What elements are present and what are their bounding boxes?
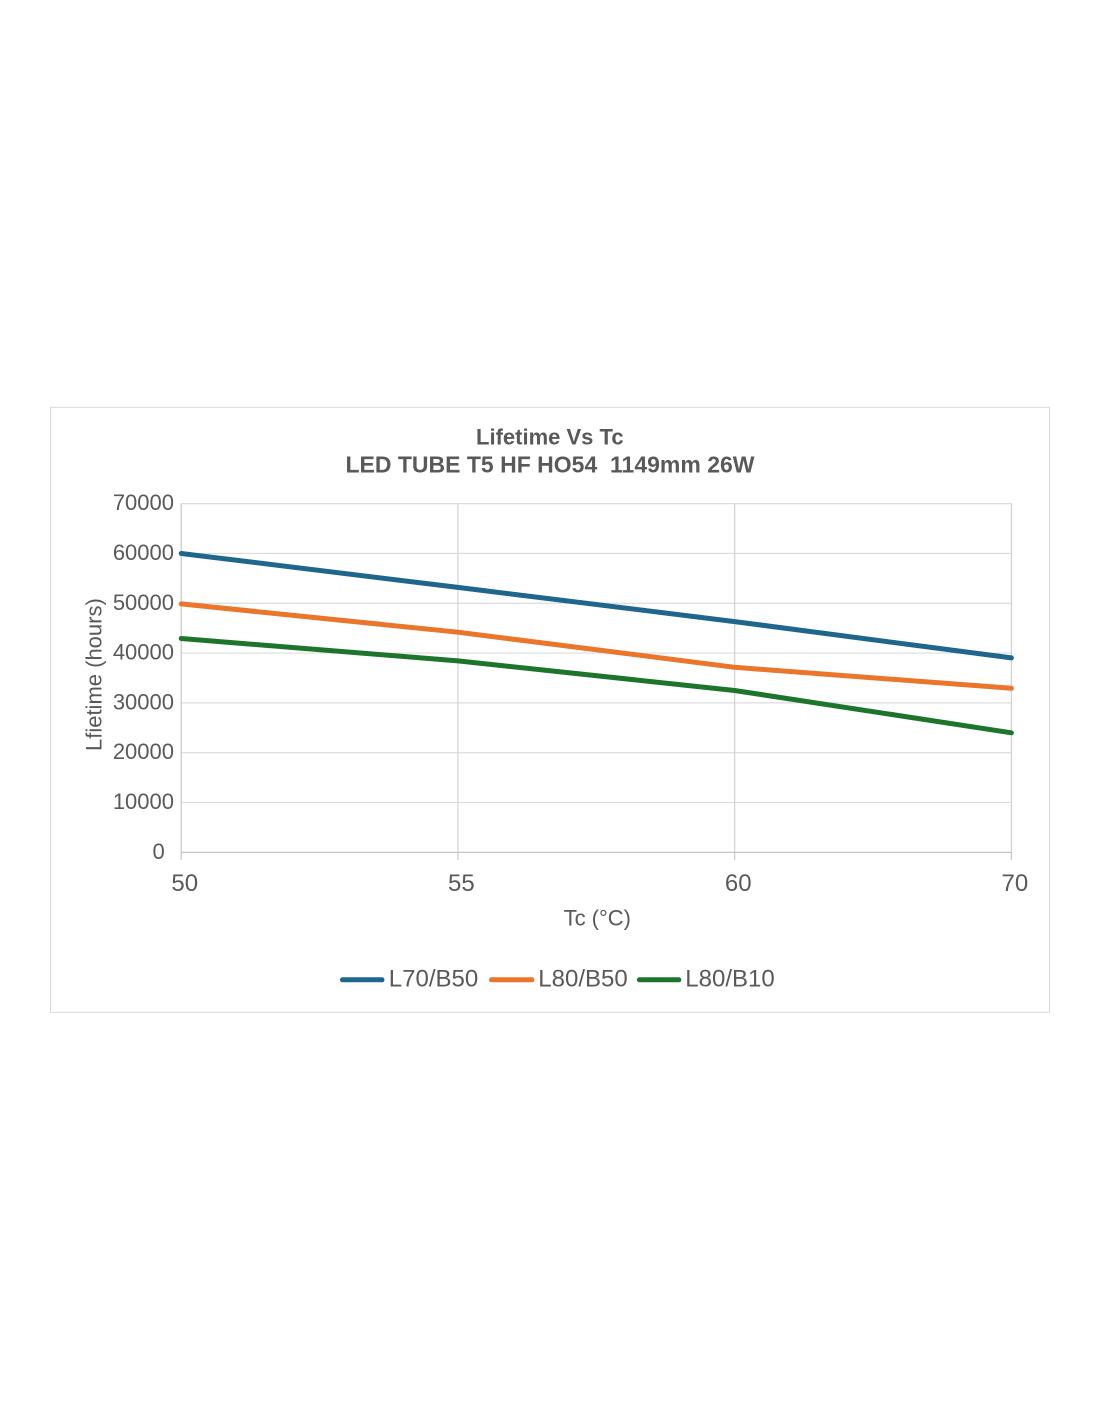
- svg-text:70000: 70000: [113, 490, 174, 515]
- svg-text:20000: 20000: [113, 739, 174, 764]
- svg-text:40000: 40000: [113, 640, 174, 665]
- svg-text:L80/B10: L80/B10: [685, 965, 774, 992]
- svg-text:L80/B50: L80/B50: [538, 965, 627, 992]
- svg-text:0: 0: [153, 839, 165, 864]
- svg-text:Lfietime (hours): Lfietime (hours): [82, 598, 107, 751]
- svg-text:Lifetime Vs Tc: Lifetime Vs Tc: [476, 425, 624, 450]
- svg-text:Tc (°C): Tc (°C): [564, 906, 631, 931]
- svg-text:10000: 10000: [113, 789, 174, 814]
- svg-text:60000: 60000: [113, 540, 174, 565]
- svg-text:55: 55: [448, 870, 475, 897]
- svg-text:50: 50: [171, 870, 198, 897]
- svg-text:60: 60: [725, 870, 752, 897]
- svg-text:LED TUBE T5 HF HO54 1149mm 26: LED TUBE T5 HF HO54 1149mm 26W: [345, 452, 754, 478]
- svg-text:70: 70: [1002, 870, 1029, 897]
- svg-text:L70/B50: L70/B50: [389, 965, 478, 992]
- svg-text:30000: 30000: [113, 689, 174, 714]
- svg-text:50000: 50000: [113, 590, 174, 615]
